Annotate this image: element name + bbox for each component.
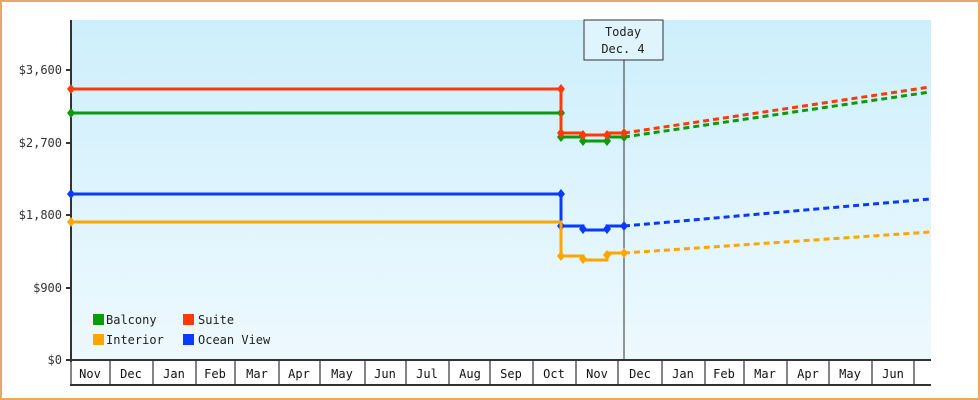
legend-swatch-suite [183,314,194,325]
legend-label-ocean-view: Ocean View [198,333,271,347]
series-ocean-view [67,189,931,234]
month-label: Mar [754,367,776,381]
y-axis-ticks [66,69,71,361]
month-label: Sep [500,367,522,381]
series-suite [67,84,931,140]
series-interior [67,217,931,264]
month-label: Oct [543,367,565,381]
month-label: Apr [288,367,310,381]
legend-label-suite: Suite [198,313,234,327]
legend-swatch-balcony [93,314,104,325]
legend-swatch-interior [93,334,104,345]
month-label: Feb [204,367,226,381]
month-label: May [839,367,861,381]
month-label: Jan [163,367,185,381]
month-label: Jan [672,367,694,381]
month-label: Dec [120,367,142,381]
month-label: Nov [586,367,608,381]
legend-label-balcony: Balcony [106,313,157,327]
month-label: Jun [374,367,396,381]
plot-area [71,20,931,360]
month-label: Feb [713,367,735,381]
legend: Balcony Suite Interior Ocean View [93,313,271,347]
x-axis-months [70,359,931,386]
month-label: Nov [79,367,101,381]
y-label-2700: $2,700 [19,136,62,150]
month-label: Aug [459,367,481,381]
month-label: Mar [246,367,268,381]
month-label: Jul [416,367,438,381]
month-label: Apr [797,367,819,381]
y-label-1800: $1,800 [19,208,62,222]
y-label-3600: $3,600 [19,63,62,77]
month-label: Jun [882,367,904,381]
month-label: May [331,367,353,381]
today-label: Today [605,25,641,39]
legend-label-interior: Interior [106,333,164,347]
y-label-900: $900 [33,281,62,295]
y-label-0: $0 [48,353,62,367]
today-label-box [583,19,664,61]
month-label: Dec [629,367,651,381]
today-date: Dec. 4 [601,42,644,56]
legend-swatch-ocean-view [183,334,194,345]
